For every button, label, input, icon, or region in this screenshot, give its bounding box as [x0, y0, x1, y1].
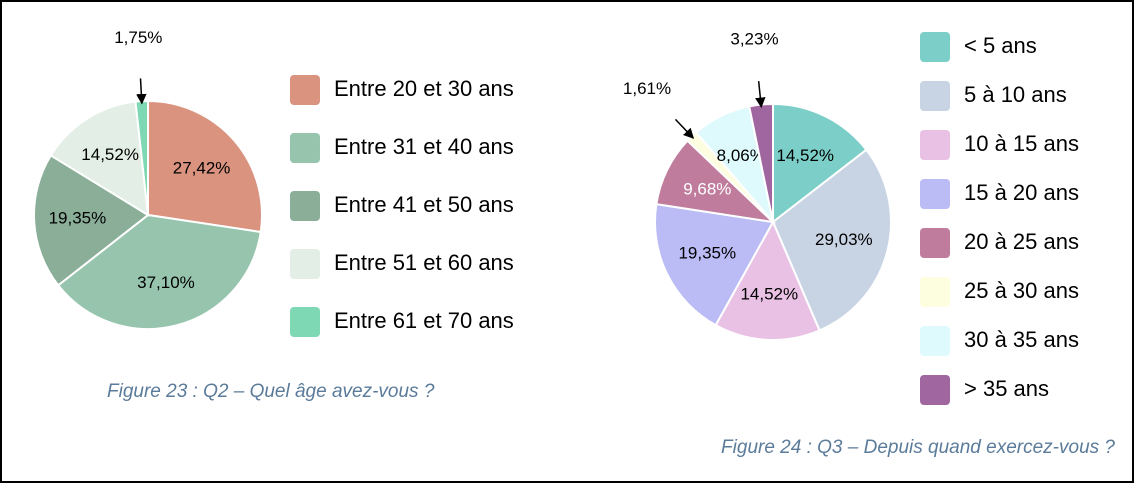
- legend-swatch: [920, 179, 950, 209]
- pie-slice: [714, 219, 821, 341]
- data-label: 29,03%: [815, 230, 873, 249]
- legend-swatch: [290, 191, 320, 221]
- legend-label: < 5 ans: [964, 33, 1037, 58]
- legend-label: 25 à 30 ans: [964, 278, 1079, 303]
- legend-label: 10 à 15 ans: [964, 131, 1079, 156]
- legend-swatch: [920, 81, 950, 111]
- data-label: 19,35%: [49, 209, 107, 228]
- legend-label: 15 à 20 ans: [964, 180, 1079, 205]
- data-label: 14,52%: [776, 146, 834, 165]
- legend-swatch: [290, 75, 320, 105]
- label-arrow: [136, 78, 147, 105]
- legend-swatch: [920, 277, 950, 307]
- legend-swatch: [920, 375, 950, 405]
- data-label: 1,75%: [114, 28, 162, 47]
- legend-swatch: [290, 249, 320, 279]
- data-label: 3,23%: [730, 30, 778, 49]
- legend-label: Entre 31 et 40 ans: [334, 134, 514, 159]
- legend-label: Entre 51 et 60 ans: [334, 250, 514, 275]
- pie-slice: [654, 202, 775, 327]
- legend-label: Entre 41 et 50 ans: [334, 192, 514, 217]
- legend-label: 20 à 25 ans: [964, 229, 1079, 254]
- legend-label: Entre 20 et 30 ans: [334, 76, 514, 101]
- label-arrow: [755, 81, 766, 108]
- legend-swatch: [290, 133, 320, 163]
- data-label: 1,61%: [623, 79, 671, 98]
- pie-slice: [772, 102, 868, 225]
- legend-swatch: [920, 32, 950, 62]
- figure-caption: Figure 24 : Q3 – Depuis quand exercez-vo…: [721, 437, 1115, 458]
- data-label: 27,42%: [173, 158, 231, 177]
- legend-swatch: [920, 326, 950, 356]
- data-label: 14,52%: [81, 145, 139, 164]
- pie-slice: [147, 99, 263, 234]
- legend-label: Entre 61 et 70 ans: [334, 308, 514, 333]
- legend-swatch: [290, 307, 320, 337]
- pie-slice: [49, 100, 150, 217]
- pie-slice: [56, 213, 262, 330]
- pie-slice: [771, 148, 892, 332]
- legend-swatch: [920, 130, 950, 160]
- legend-label: 30 à 35 ans: [964, 327, 1079, 352]
- data-label: 19,35%: [678, 244, 736, 263]
- pie-slice: [33, 154, 150, 287]
- legend-label: 5 à 10 ans: [964, 82, 1067, 107]
- legend-label: > 35 ans: [964, 376, 1049, 401]
- data-label: 8,06%: [717, 146, 765, 165]
- label-arrow: [674, 118, 695, 139]
- legend-swatch: [920, 228, 950, 258]
- data-label: 37,10%: [137, 273, 195, 292]
- figure-caption: Figure 23 : Q2 – Quel âge avez-vous ?: [107, 381, 435, 402]
- data-label: 9,68%: [683, 179, 731, 198]
- data-label: 14,52%: [740, 285, 798, 304]
